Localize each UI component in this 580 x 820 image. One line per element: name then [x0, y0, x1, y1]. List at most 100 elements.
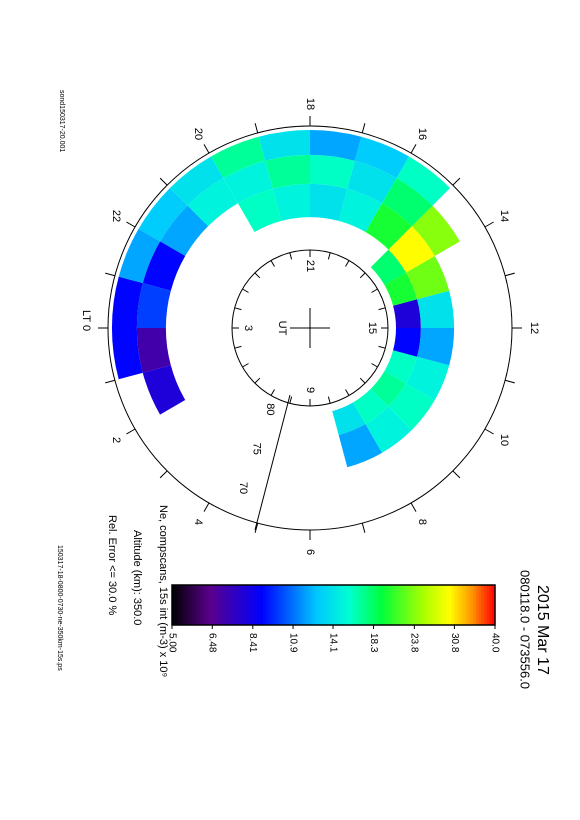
colorbar-segment — [260, 585, 264, 625]
ut-label: 9 — [304, 387, 316, 393]
cell — [187, 178, 238, 227]
colorbar-segment — [413, 585, 417, 625]
ut-tick — [327, 396, 331, 404]
colorbar-segment — [351, 585, 356, 625]
colorbar-segment — [273, 585, 277, 625]
lt-tick — [410, 502, 417, 512]
colorbar-segment — [252, 585, 256, 625]
ut-tick — [234, 345, 242, 349]
colorbar-segment — [475, 585, 479, 625]
lt-label: 20 — [192, 128, 204, 140]
colorbar-segment — [244, 585, 248, 625]
cell — [417, 328, 455, 366]
ut-tick — [359, 377, 366, 384]
colorbar-segment — [367, 585, 372, 625]
colorbar-segment — [281, 585, 286, 625]
colorbar-segment — [276, 585, 280, 625]
colorbar-segment — [230, 585, 234, 625]
lt-label: 22 — [110, 210, 122, 222]
cell — [354, 136, 410, 179]
colorbar-segment — [443, 585, 447, 625]
cell — [406, 356, 450, 401]
cell — [136, 283, 171, 328]
colorbar-segment — [429, 585, 434, 625]
colorbar-segment — [448, 585, 452, 625]
altitude-label: Altitude (km): 350.0 — [131, 530, 143, 625]
cell — [338, 188, 383, 232]
colorbar-segment — [454, 585, 458, 625]
ut-label: 21 — [304, 260, 316, 272]
cell — [338, 424, 383, 468]
ut-tick — [234, 307, 242, 311]
colorbar-segment — [354, 585, 358, 625]
colorbar-segment — [405, 585, 409, 625]
cell — [310, 154, 355, 189]
colorbar-segment — [451, 585, 455, 625]
colorbar-segment — [408, 585, 412, 625]
colorbar-segment — [316, 585, 321, 625]
lat-label: 80 — [264, 403, 276, 415]
colorbar-segment — [319, 585, 323, 625]
colorbar-tick-label: 30.8 — [449, 633, 460, 653]
ut-tick — [289, 396, 293, 404]
ut-tick — [242, 363, 249, 368]
cell — [111, 276, 143, 328]
colorbar-segment — [279, 585, 283, 625]
colorbar-segment — [397, 585, 401, 625]
colorbar-tick-label: 8.41 — [247, 633, 258, 653]
lt-tick — [105, 379, 116, 384]
colorbar-segment — [195, 585, 199, 625]
colorbar-segment — [287, 585, 291, 625]
cell — [370, 249, 407, 285]
colorbar-segment — [478, 585, 482, 625]
lt-tick — [452, 470, 461, 479]
ut-label: 3 — [242, 325, 254, 331]
colorbar-segment — [214, 585, 218, 625]
lt-label: 8 — [416, 519, 428, 525]
colorbar-segment — [392, 585, 396, 625]
colorbar-segment — [300, 585, 304, 625]
lt-tick — [361, 522, 366, 533]
colorbar-segment — [400, 585, 404, 625]
colorbar-segment — [359, 585, 364, 625]
colorbar-segment — [370, 585, 374, 625]
lt-label: 14 — [498, 210, 510, 222]
colorbar-segment — [193, 585, 197, 625]
lat-label: 70 — [237, 482, 249, 494]
colorbar-segment — [179, 585, 183, 625]
cell — [382, 178, 433, 227]
colorbar-segment — [211, 585, 216, 625]
colorbar-tick-label: 10.9 — [287, 633, 298, 653]
cell — [411, 205, 460, 256]
cell — [169, 156, 224, 206]
colorbar-segment — [289, 585, 294, 625]
cell — [396, 156, 451, 206]
cell — [365, 203, 412, 250]
lt-label: 6 — [304, 549, 316, 555]
colorbar-segment — [176, 585, 181, 625]
lt-label: 2 — [110, 437, 122, 443]
cell — [384, 272, 418, 306]
colorbar-segment — [419, 585, 423, 625]
colorbar-segment — [174, 585, 178, 625]
colorbar-segment — [481, 585, 485, 625]
ut-tick — [359, 272, 366, 279]
cell — [210, 136, 266, 179]
colorbar-segment — [357, 585, 361, 625]
ut-tick — [371, 363, 378, 368]
ut-tick — [289, 252, 293, 260]
ut-tick — [378, 345, 386, 349]
colorbar-segment — [394, 585, 399, 625]
colorbar-segment — [384, 585, 388, 625]
lt-tick — [203, 502, 210, 512]
colorbar-segment — [378, 585, 382, 625]
lt-tick — [126, 221, 136, 228]
cell — [406, 255, 450, 300]
colorbar-segment — [238, 585, 242, 625]
ut-tick — [345, 260, 350, 267]
lt-tick — [361, 123, 366, 134]
colorbar-segment — [228, 585, 232, 625]
lt-tick — [254, 123, 259, 134]
colorbar-segment — [257, 585, 261, 625]
